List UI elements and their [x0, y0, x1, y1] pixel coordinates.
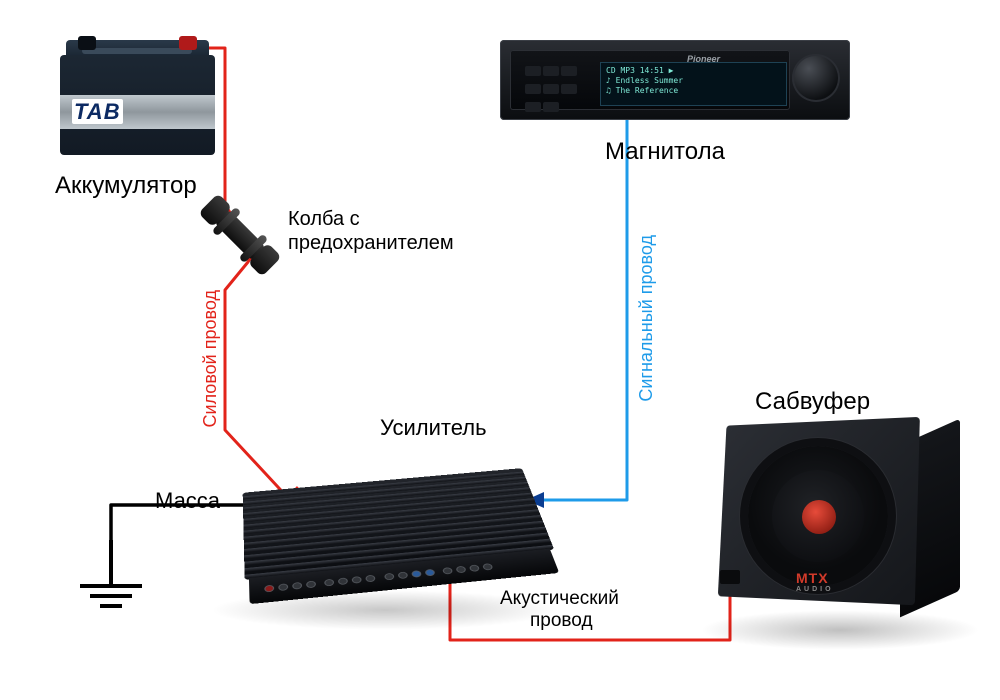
- head-unit-brand: Pioneer: [687, 54, 720, 64]
- battery: TAB: [60, 40, 215, 155]
- head-unit-knob: [792, 54, 840, 102]
- battery-terminal-neg: [78, 36, 96, 50]
- subwoofer-brand: MTX AUDIO: [796, 570, 834, 593]
- power-wire-label: Силовой провод: [200, 290, 221, 427]
- head-unit-screen: CD MP3 14:51 ▶ ♪ Endless Summer ♫ The Re…: [600, 62, 787, 106]
- head-unit: CD MP3 14:51 ▶ ♪ Endless Summer ♫ The Re…: [500, 40, 850, 120]
- subwoofer: MTX AUDIO: [710, 420, 960, 630]
- amplifier-label: Усилитель: [380, 415, 487, 441]
- diagram-stage: TAB Аккумулятор Колба с предохранителем …: [0, 0, 1000, 700]
- battery-terminal-pos: [179, 36, 197, 50]
- head-unit-label: Магнитола: [605, 138, 725, 166]
- subwoofer-label: Сабвуфер: [755, 388, 870, 416]
- battery-brand: TAB: [72, 95, 142, 129]
- ground-symbol: [70, 540, 150, 620]
- battery-label: Аккумулятор: [55, 172, 197, 200]
- speaker-wire-label-1: Акустический: [500, 588, 619, 610]
- speaker-wire-label-2: провод: [530, 610, 593, 632]
- signal-wire-label: Сигнальный провод: [636, 235, 657, 402]
- signal-wire: [540, 120, 627, 500]
- fuse-label-1: Колба с: [288, 208, 360, 231]
- fuse-label-2: предохранителем: [288, 232, 454, 255]
- ground-label: Масса: [155, 488, 220, 514]
